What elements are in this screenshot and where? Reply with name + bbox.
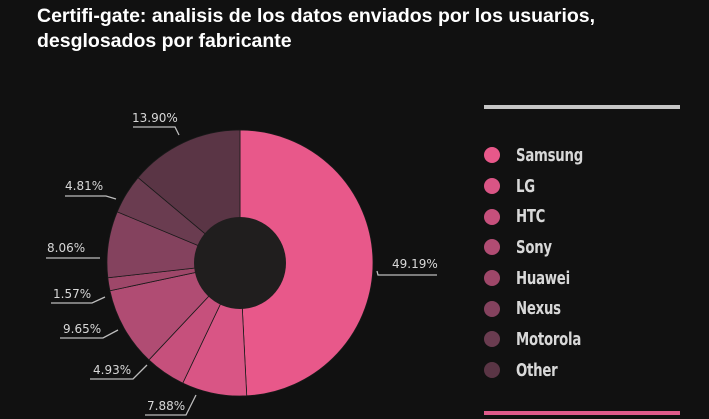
legend-label: Huawei — [516, 267, 570, 289]
leader-line-motorola — [65, 195, 117, 200]
leader-line-other — [133, 126, 180, 136]
leader-line-lg — [145, 394, 197, 416]
labels-group: 49.19% 7.88% 4.93% 9.65% 1.57% 8.06% 4.81% 13.9… — [46, 111, 438, 416]
legend-item-samsung: Samsung — [484, 140, 598, 171]
legend-item-nexus: Nexus — [484, 293, 598, 324]
legend-swatch-icon — [484, 239, 500, 256]
legend-swatch-icon — [484, 147, 500, 164]
legend-label: Nexus — [516, 298, 561, 320]
data-label-other: 13.90% — [132, 111, 178, 125]
donut-hole — [194, 217, 286, 309]
leader-line-htc — [90, 364, 148, 380]
data-label-huawei: 1.57% — [53, 287, 91, 301]
data-label-lg: 7.88% — [147, 399, 185, 413]
leader-line-sony — [60, 329, 119, 339]
legend-label: LG — [516, 175, 535, 197]
data-label-nexus: 8.06% — [47, 241, 85, 255]
legend-label: HTC — [516, 206, 546, 228]
legend-rule-top — [484, 105, 680, 109]
legend-item-htc: HTC — [484, 201, 598, 232]
data-label-motorola: 4.81% — [65, 179, 103, 193]
legend-label: Sony — [516, 236, 552, 258]
leader-line-huawei — [51, 296, 106, 304]
legend-swatch-icon — [484, 178, 500, 195]
data-label-htc: 4.93% — [93, 363, 131, 377]
legend-item-motorola: Motorola — [484, 324, 598, 355]
legend-rule-bottom — [484, 411, 680, 415]
legend-item-lg: LG — [484, 171, 598, 202]
slice-samsung — [239, 129, 374, 397]
legend-item-other: Other — [484, 355, 598, 386]
legend-item-sony: Sony — [484, 232, 598, 263]
legend: Samsung LG HTC Sony Huawei Nexus Motorola Other — [484, 140, 598, 386]
legend-label: Samsung — [516, 144, 583, 166]
legend-swatch-icon — [484, 208, 500, 225]
data-label-samsung: 49.19% — [392, 257, 438, 271]
legend-label: Other — [516, 359, 558, 381]
chart-title: Certifi-gate: analisis de los datos envi… — [37, 5, 596, 52]
legend-swatch-icon — [484, 362, 500, 379]
legend-label: Motorola — [516, 328, 582, 350]
legend-swatch-icon — [484, 270, 500, 287]
data-label-sony: 9.65% — [63, 322, 101, 336]
legend-item-huawei: Huawei — [484, 263, 598, 294]
legend-swatch-icon — [484, 331, 500, 348]
leader-line-samsung — [376, 270, 437, 276]
legend-swatch-icon — [484, 300, 500, 317]
